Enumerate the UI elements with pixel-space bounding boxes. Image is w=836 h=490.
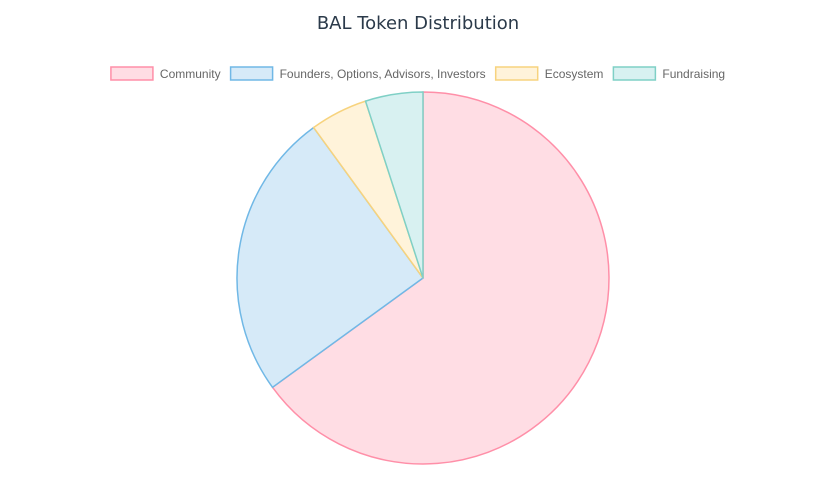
legend-swatch xyxy=(612,66,657,81)
legend-label: Ecosystem xyxy=(545,67,604,81)
legend-item-community[interactable]: Community xyxy=(110,66,221,81)
legend: Community Founders, Options, Advisors, In… xyxy=(110,66,725,81)
pie-slice-community[interactable] xyxy=(271,91,610,465)
legend-swatch xyxy=(229,66,274,81)
legend-item-founders-options-advisors-investors[interactable]: Founders, Options, Advisors, Investors xyxy=(229,66,486,81)
legend-label: Community xyxy=(160,67,221,81)
pie-slices xyxy=(236,91,610,465)
legend-label: Founders, Options, Advisors, Investors xyxy=(280,67,486,81)
pie-slice-fundraising[interactable] xyxy=(364,91,424,279)
legend-item-ecosystem[interactable]: Ecosystem xyxy=(494,66,604,81)
legend-item-fundraising[interactable]: Fundraising xyxy=(612,66,725,81)
legend-label: Fundraising xyxy=(662,67,725,81)
legend-swatch xyxy=(110,66,154,81)
legend-swatch xyxy=(494,66,539,81)
chart-title: BAL Token Distribution xyxy=(316,13,520,34)
pie-slice-founders-options-advisors-investors[interactable] xyxy=(236,126,425,389)
